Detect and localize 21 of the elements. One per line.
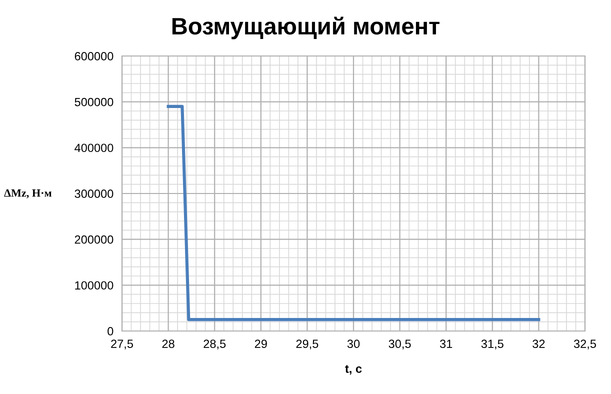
x-tick-label: 32 (532, 340, 545, 348)
x-tick-label: 30 (347, 340, 360, 348)
y-tick-label: 600000 (74, 52, 114, 60)
y-tick-label: 400000 (74, 144, 114, 152)
x-tick-label: 31 (440, 340, 452, 348)
y-tick-label: 0 (108, 327, 114, 336)
x-tick-label: 29 (254, 340, 267, 348)
x-tick-label: 32,5 (574, 340, 596, 350)
y-tick-label: 500000 (74, 98, 114, 106)
x-tick-label: 27,5 (111, 340, 133, 350)
y-tick-label: 100000 (75, 281, 114, 290)
x-tick-label: 28,5 (204, 340, 226, 350)
x-tick-label: 31,5 (481, 340, 504, 350)
y-axis-title: ΔMz, Н·м (4, 189, 52, 198)
x-tick-label: 29,5 (296, 340, 318, 350)
x-tick-label: 28 (162, 340, 174, 348)
x-tick-label: 30,5 (388, 340, 411, 350)
y-tick-label: 300000 (74, 190, 114, 198)
y-tick-label: 200000 (74, 235, 114, 244)
x-axis-title: t, с (345, 365, 362, 375)
chart-title: Возмущающий момент (172, 16, 440, 40)
